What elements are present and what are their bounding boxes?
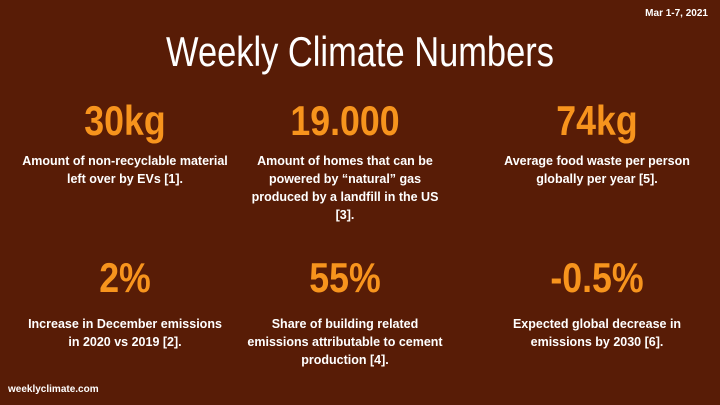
stat-cell: 19.000 Amount of homes that can be powere… <box>235 98 455 224</box>
stat-cell: 2% Increase in December emissions in 2020… <box>15 255 235 351</box>
stat-value: 55% <box>309 254 381 301</box>
stat-description: Increase in December emissions in 2020 v… <box>28 317 222 349</box>
stat-value: 2% <box>99 254 151 301</box>
stat-value: -0.5% <box>550 254 644 301</box>
stat-description: Share of building related emissions attr… <box>247 317 443 367</box>
title: Weekly Climate Numbers <box>166 28 554 75</box>
stat-description: Amount of homes that can be powered by “… <box>251 154 439 222</box>
footer-site: weeklyclimate.com <box>8 384 99 395</box>
stat-cell: 55% Share of building related emissions a… <box>235 255 455 369</box>
stat-description: Amount of non-recyclable material left o… <box>22 154 228 186</box>
stat-cell: 30kg Amount of non-recyclable material le… <box>15 98 235 188</box>
stat-description: Average food waste per person globally p… <box>504 154 690 186</box>
date: Mar 1-7, 2021 <box>645 8 708 19</box>
stat-cell: -0.5% Expected global decrease in emissio… <box>487 255 707 351</box>
stat-description: Expected global decrease in emissions by… <box>512 317 682 349</box>
stat-cell: 74kg Average food waste per person global… <box>487 98 707 188</box>
stat-value: 30kg <box>84 97 166 144</box>
stat-value: 19.000 <box>290 97 400 144</box>
stat-value: 74kg <box>556 97 638 144</box>
